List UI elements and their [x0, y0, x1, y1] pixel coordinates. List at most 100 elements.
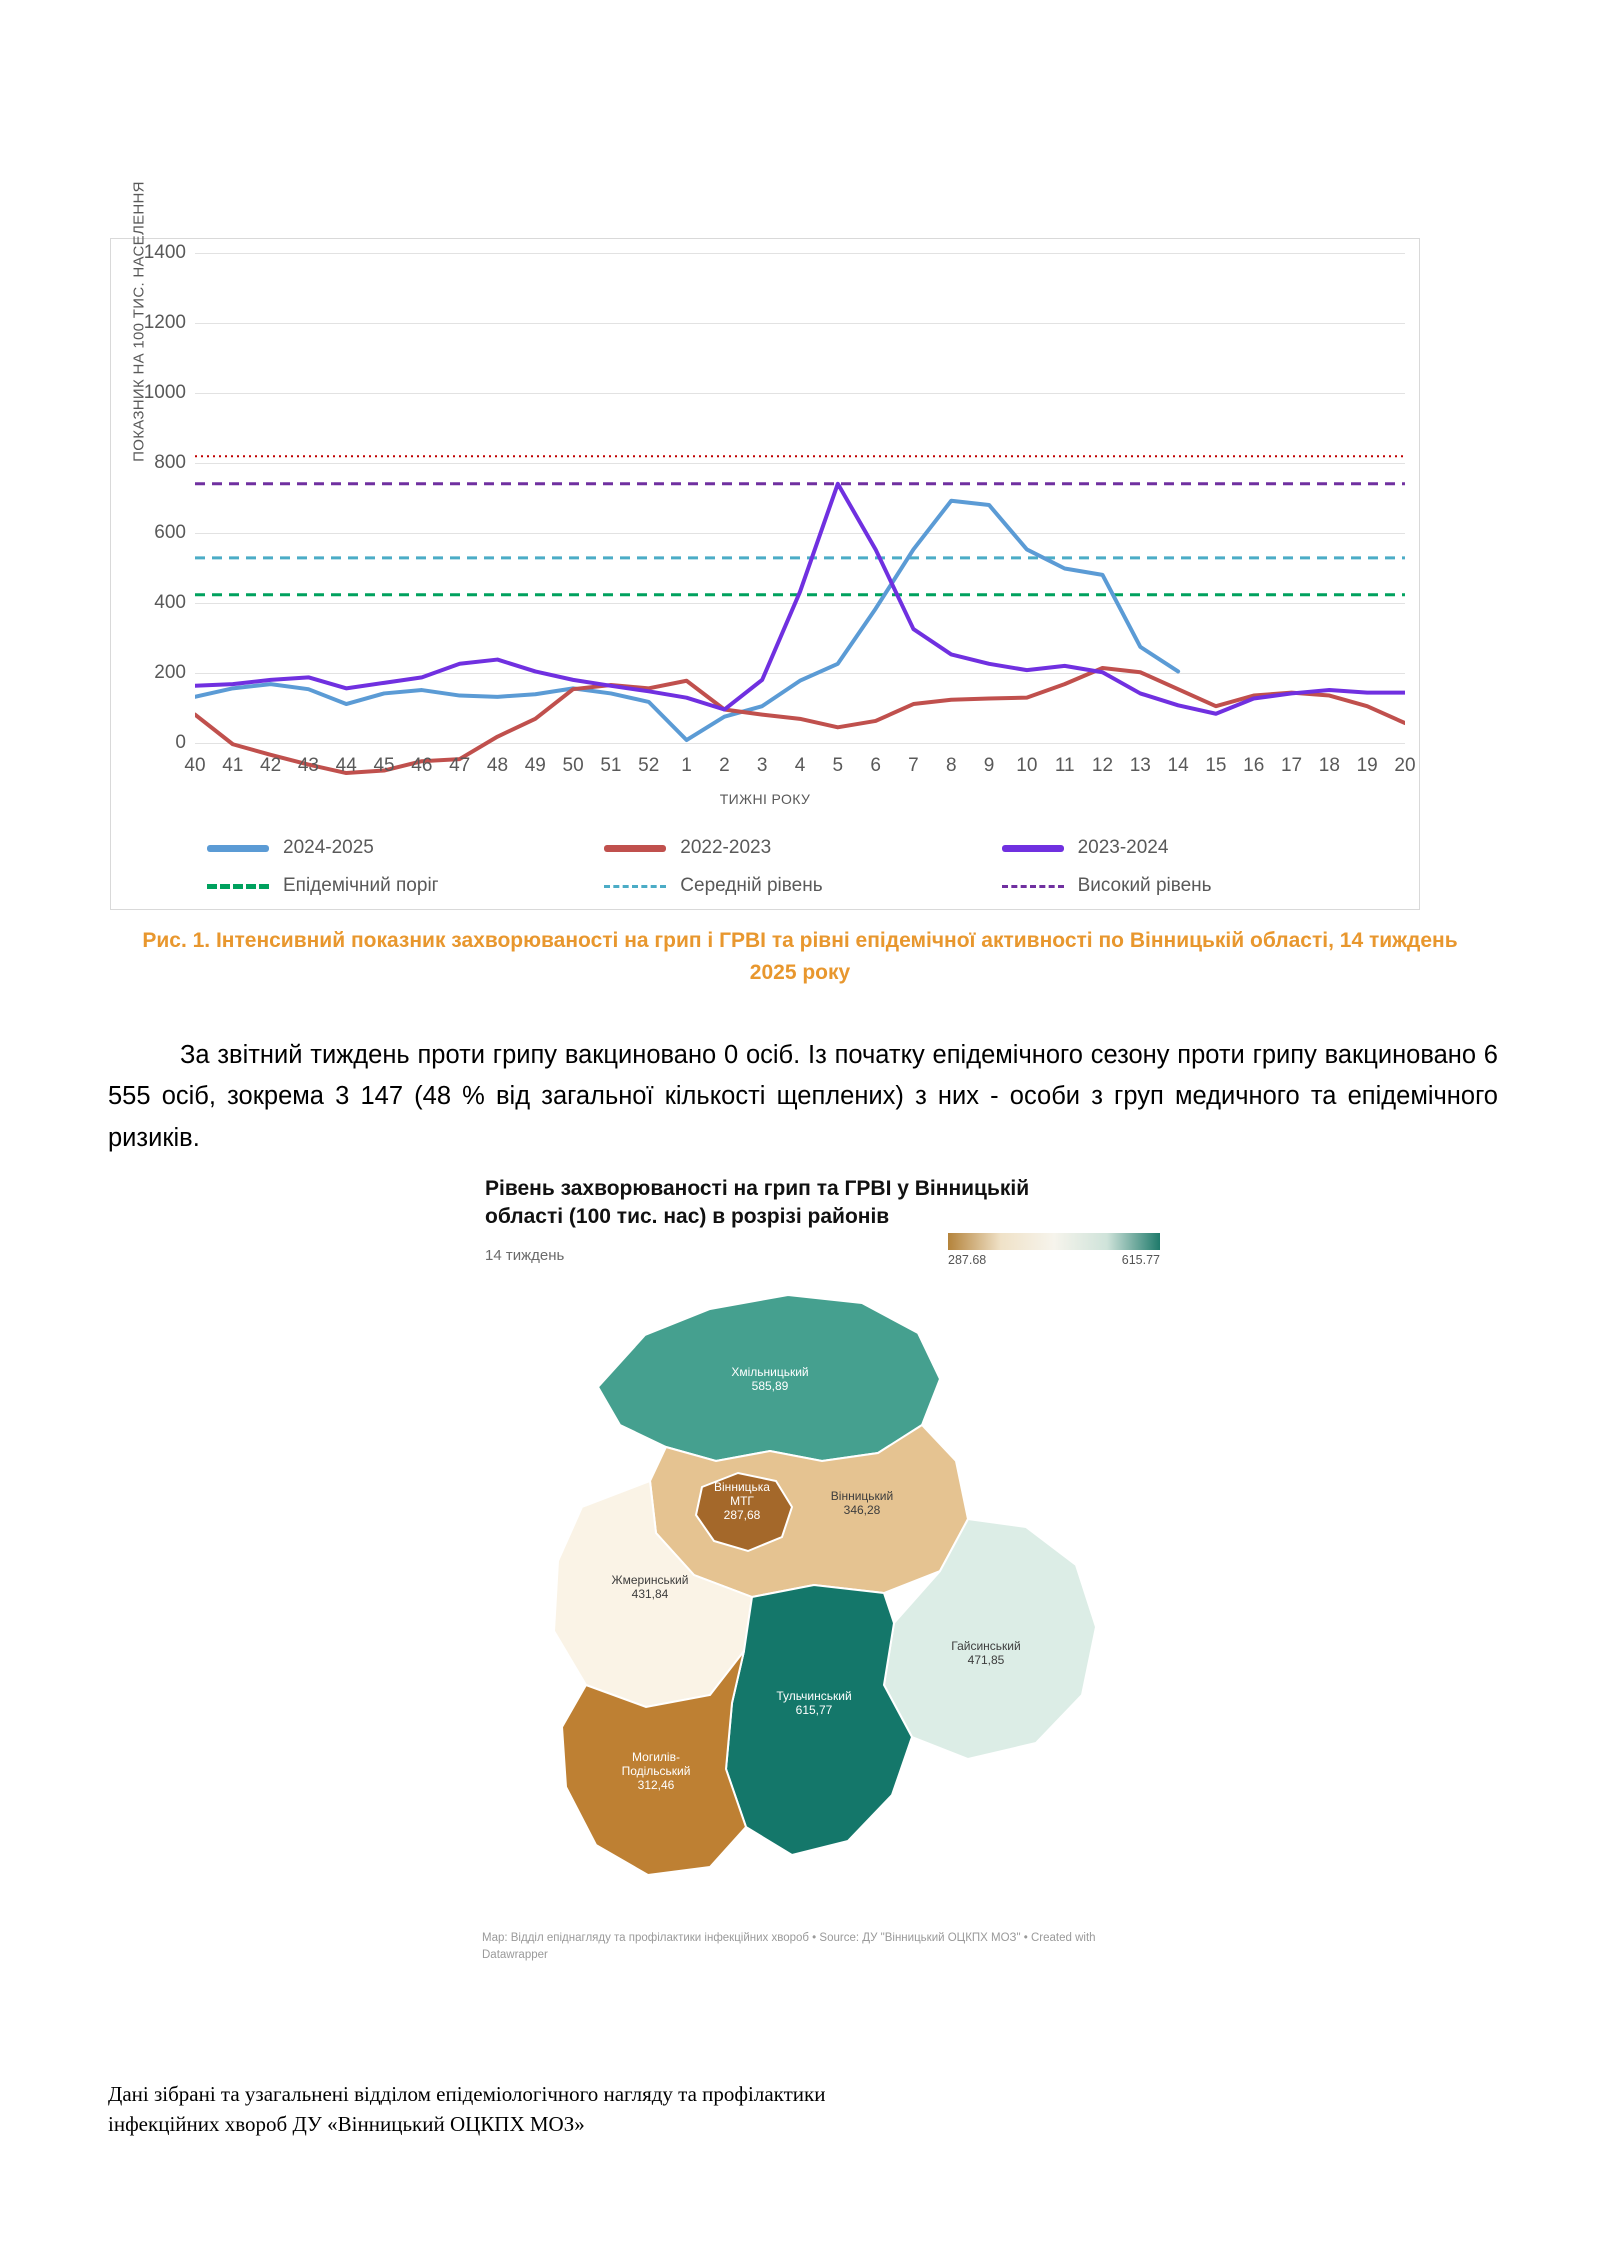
- district-vinnytska-mth[interactable]: [694, 1471, 794, 1553]
- district-label: Вінницька: [714, 1480, 770, 1494]
- chart-x-tick: 1: [681, 755, 692, 776]
- legend-label: Середній рівень: [680, 875, 823, 896]
- legend-item[interactable]: Високий рівень: [1001, 875, 1399, 897]
- chart-gridline: [195, 463, 1405, 464]
- chart-x-tick: 8: [945, 755, 957, 776]
- chart-legend: 2024-2025 2022-2023 2023-2024 Епідемічний п…: [207, 829, 1399, 905]
- chart-x-tick: 18: [1318, 755, 1340, 776]
- chart-x-tick: 2: [719, 755, 730, 776]
- district-choropleth-map: Рівень захворюваності на грип та ГРВІ у …: [470, 1175, 1170, 2005]
- chart-x-tick: 49: [524, 755, 546, 776]
- footer-line1: Дані зібрані та узагальнені відділом епі…: [108, 2082, 826, 2106]
- chart-x-tick: 9: [983, 755, 995, 776]
- chart-x-tick: 13: [1129, 755, 1151, 776]
- footer-line2: інфекційних хвороб ДУ «Вінницький ОЦКПХ …: [108, 2111, 585, 2136]
- chart-series-2024-2025: [195, 501, 1178, 740]
- figure-caption-line2: Вінницькій області, 14 тиждень 2025 року: [749, 929, 1458, 984]
- district-label: 312,46: [638, 1778, 675, 1792]
- document-footer: Дані зібрані та узагальнені відділом епі…: [108, 2080, 1208, 2140]
- legend-item[interactable]: Епідемічний поріг: [207, 875, 604, 897]
- body-paragraph: За звітний тиждень проти грипу вакцинова…: [108, 1035, 1498, 1159]
- legend-item[interactable]: 2022-2023: [604, 837, 1001, 859]
- legend-swatch: [1001, 884, 1064, 888]
- chart-x-tick: 15: [1205, 755, 1227, 776]
- chart-x-tick: 4: [794, 755, 806, 776]
- chart-gridline: [195, 673, 1405, 674]
- chart-x-tick: 14: [1167, 755, 1189, 776]
- chart-series-svg: [195, 253, 1405, 846]
- district-label: Тульчинський: [776, 1689, 851, 1703]
- chart-y-tick: 600: [154, 522, 186, 543]
- chart-x-tick: 43: [297, 755, 320, 776]
- chart-x-tick: 16: [1243, 755, 1265, 776]
- chart-x-tick: 41: [222, 755, 244, 776]
- district-label: Хмільницький: [731, 1365, 808, 1379]
- chart-gridline: [195, 743, 1405, 744]
- map-color-legend: 287.68 615.77: [948, 1233, 1160, 1267]
- chart-y-tick: 400: [154, 592, 186, 613]
- map-attribution: Map: Відділ епіднагляду та профілактики …: [482, 1932, 1096, 1962]
- legend-swatch: [604, 884, 667, 888]
- district-label: Могилів-: [632, 1750, 680, 1764]
- district-label: 431,84: [632, 1587, 669, 1601]
- figure-caption: Рис. 1. Інтенсивний показник захворювано…: [120, 925, 1480, 988]
- chart-x-tick: 50: [562, 755, 584, 776]
- chart-gridline: [195, 533, 1405, 534]
- map-legend-min: 287.68: [948, 1253, 987, 1267]
- district-label: Гайсинський: [951, 1639, 1020, 1653]
- incidence-line-chart: ПОКАЗНИК НА 100 ТИС. НАСЕЛЕННЯ 0 200 400 60…: [110, 181, 1420, 910]
- chart-x-tick: 40: [184, 755, 206, 776]
- chart-gridline: [195, 323, 1405, 324]
- legend-swatch: [604, 844, 667, 852]
- legend-label: Високий рівень: [1077, 875, 1212, 896]
- map-legend-max: 615.77: [1121, 1253, 1160, 1267]
- district-label: 287,68: [724, 1508, 761, 1522]
- chart-plot-area: 0 200 400 600 800 1000 1200 1400: [144, 242, 1405, 744]
- district-label: Вінницький: [831, 1489, 893, 1503]
- chart-gridline: [195, 393, 1405, 394]
- district-label: 346,28: [844, 1503, 881, 1517]
- chart-x-tick: 42: [260, 755, 282, 776]
- legend-swatch: [1001, 844, 1064, 852]
- chart-x-tick: 10: [1016, 755, 1038, 776]
- map-subtitle: 14 тиждень: [485, 1247, 565, 1264]
- body-paragraph-text: За звітний тиждень проти грипу вакцинова…: [108, 1041, 1498, 1152]
- chart-gridline: [195, 253, 1405, 254]
- district-label: 585,89: [752, 1379, 789, 1393]
- chart-series-2022-2023: [195, 668, 1405, 773]
- chart-y-tick: 800: [154, 452, 186, 473]
- chart-x-tick: 45: [373, 755, 395, 776]
- legend-swatch: [207, 844, 269, 852]
- chart-x-tick: 5: [832, 755, 844, 776]
- legend-item[interactable]: 2023-2024: [1001, 837, 1399, 859]
- chart-y-tick: 1200: [143, 312, 186, 333]
- chart-y-tick: 1400: [143, 242, 186, 263]
- district-mohyliv-podilskyi[interactable]: [560, 1650, 748, 1877]
- chart-x-tick: 17: [1280, 755, 1303, 776]
- map-title-line1: Рівень захворюваності на грип та ГРВІ у …: [485, 1177, 1030, 1200]
- district-label: Жмеринський: [612, 1573, 689, 1587]
- chart-x-tick: 11: [1054, 755, 1075, 776]
- figure-caption-line1: Рис. 1. Інтенсивний показник захворювано…: [142, 929, 1124, 952]
- district-tulchynskyi[interactable]: [724, 1583, 914, 1857]
- chart-y-tick: 1000: [143, 382, 186, 403]
- map-title: Рівень захворюваності на грип та ГРВІ у …: [485, 1175, 1125, 1230]
- legend-label: 2024-2025: [283, 837, 374, 858]
- district-label: 471,85: [968, 1653, 1005, 1667]
- legend-item[interactable]: 2024-2025: [207, 837, 604, 859]
- chart-x-tick: 20: [1394, 755, 1416, 776]
- chart-y-tick: 0: [175, 732, 186, 753]
- chart-x-tick: 6: [870, 755, 881, 776]
- chart-x-tick: 3: [756, 755, 768, 776]
- chart-x-tick: 19: [1356, 755, 1378, 776]
- chart-x-tick: 48: [486, 755, 509, 776]
- map-gradient-bar: [948, 1233, 1160, 1250]
- chart-x-tick: 51: [600, 755, 622, 776]
- district-label: МТГ: [730, 1494, 754, 1508]
- legend-swatch: [207, 883, 269, 889]
- chart-gridline: [195, 603, 1405, 604]
- chart-x-tick: 12: [1091, 755, 1114, 776]
- legend-item[interactable]: Середній рівень: [604, 875, 1001, 897]
